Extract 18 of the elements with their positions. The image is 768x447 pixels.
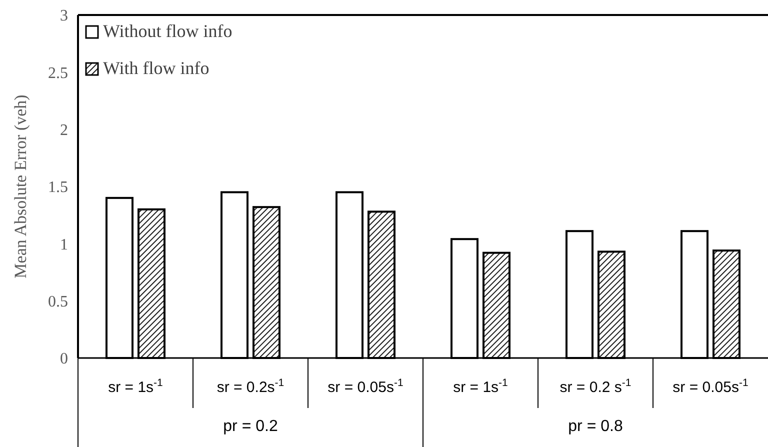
legend-label: Without flow info (103, 21, 232, 41)
x-tick-label: sr = 1s$^{-1}$ (108, 377, 164, 396)
text: pr = 0.8 (568, 418, 623, 435)
x-tick-label: sr = 0.05s$^{-1}$ (672, 377, 748, 396)
y-tick-label: 2.5 (48, 64, 68, 82)
legend-label: With flow info (103, 58, 210, 78)
y-tick-label: 3 (60, 8, 68, 25)
y-tick-label: 1.5 (48, 179, 68, 196)
y-tick-label: 2 (60, 122, 68, 139)
text: pr = 0.2 (223, 418, 278, 435)
y-tick-label: 0 (60, 350, 68, 368)
x-tick-label: sr = 0.2 s$^{-1}$ (560, 377, 632, 396)
x-tick-label: sr = 0.2s$^{-1}$ (216, 377, 284, 396)
y-tick-label: 0.5 (48, 293, 68, 310)
x-tick-label: sr = 1s$^{-1}$ (453, 377, 508, 396)
y-tick-label: 1 (60, 236, 68, 254)
x-tick-label: sr = 0.05s$^{-1}$ (328, 377, 404, 396)
y-axis-title: Mean Absolute Error (veh) (11, 94, 30, 278)
